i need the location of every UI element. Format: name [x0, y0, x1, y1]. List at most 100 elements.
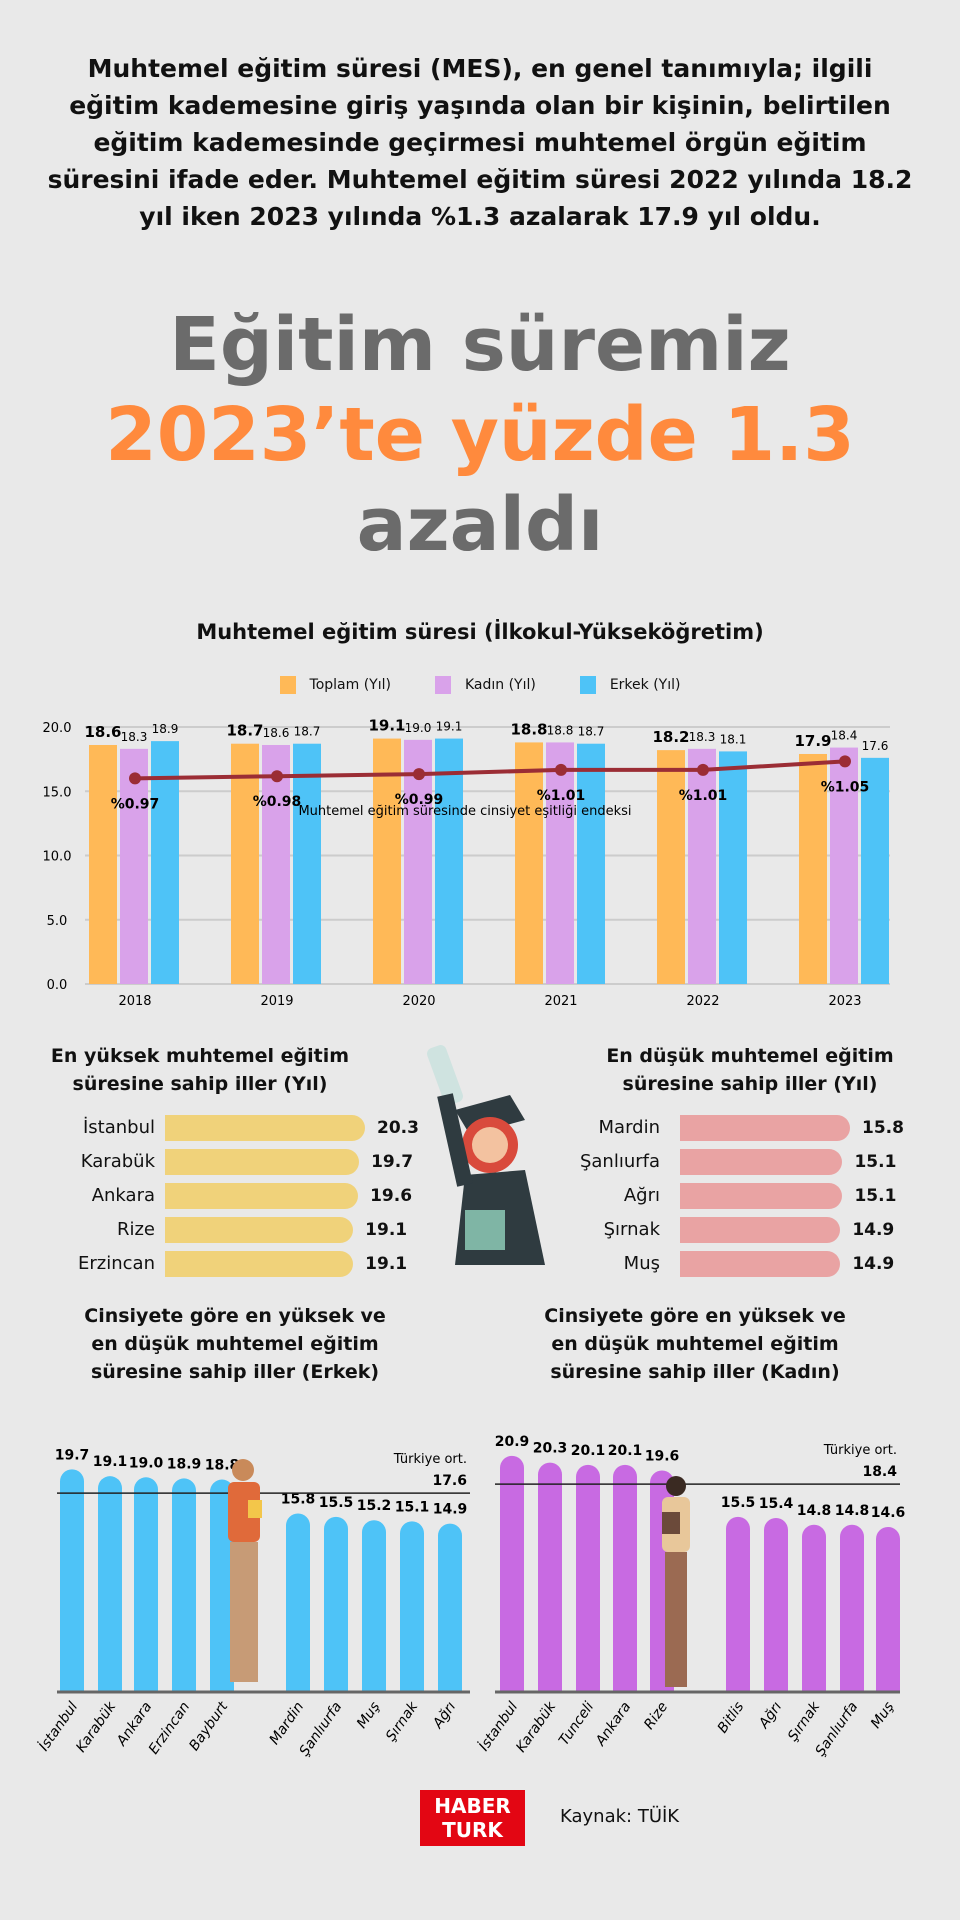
province-label: Ankara: [91, 1185, 155, 1206]
data-label: 14.9: [433, 1502, 468, 1518]
haberturk-logo: HABER TURK: [420, 1790, 525, 1846]
bar-1: [688, 748, 716, 984]
data-label: 17.6: [862, 739, 889, 753]
index-point: [555, 763, 567, 776]
list-value: 15.1: [854, 1186, 897, 1206]
y-tick-label: 20.0: [43, 721, 72, 736]
gender-bar: [538, 1462, 562, 1692]
average-value: 17.6: [432, 1473, 467, 1489]
y-tick-label: 0.0: [47, 978, 68, 993]
gender-bar: [400, 1521, 424, 1692]
data-label: 18.3: [121, 730, 148, 744]
headline-line1: Eğitim süremiz: [169, 302, 791, 388]
average-value: 18.4: [862, 1464, 897, 1480]
x-tick-label: Muş: [868, 1699, 897, 1731]
female-student-illustration: [662, 1476, 690, 1687]
list-bar: [680, 1251, 841, 1277]
bar-1: [120, 748, 148, 984]
list-row: Erzincan: [0, 1251, 155, 1277]
data-label: 14.8: [797, 1503, 832, 1519]
province-label: Karabük: [80, 1151, 155, 1172]
province-label: Rize: [116, 1219, 155, 1240]
gender-charts: 19.7İstanbul19.1Karabük19.0Ankara18.9Erz…: [34, 1434, 906, 1759]
legend-label: Erkek (Yıl): [609, 677, 681, 693]
gender-bar: [802, 1524, 826, 1692]
data-label: 18.7: [226, 722, 263, 740]
x-tick-label: 2020: [402, 994, 435, 1009]
data-label: 19.0: [405, 721, 432, 735]
bar-0: [89, 744, 117, 984]
data-label: 14.6: [871, 1505, 906, 1521]
legend-swatch: [279, 676, 296, 694]
data-label: 18.4: [831, 729, 858, 743]
x-tick-label: Karabük: [513, 1698, 560, 1755]
data-label: 15.8: [281, 1491, 316, 1507]
index-point: [413, 768, 425, 781]
x-tick-label: 2018: [118, 994, 151, 1009]
x-tick-label: Muş: [354, 1699, 383, 1731]
gender-bar: [613, 1464, 637, 1692]
list-value: 19.7: [371, 1152, 414, 1172]
bar-0: [515, 742, 543, 984]
data-label: 19.1: [93, 1454, 128, 1470]
list-bar: [165, 1183, 359, 1209]
list-row: Rize: [0, 1217, 155, 1243]
gender-bar: [764, 1517, 788, 1692]
province-label: Mardin: [598, 1117, 660, 1138]
gender-bar: [60, 1469, 84, 1692]
legend-label: Toplam (Yıl): [309, 677, 391, 693]
y-tick-label: 5.0: [47, 914, 68, 929]
list-bar: [165, 1149, 360, 1175]
data-label: 19.1: [368, 717, 405, 735]
bar-1: [546, 742, 574, 984]
data-label: 18.3: [689, 730, 716, 744]
data-label: 20.1: [571, 1443, 606, 1459]
data-label: 15.2: [357, 1498, 392, 1514]
x-tick-label: 2019: [260, 994, 293, 1009]
logo-top: HABER: [434, 1794, 511, 1818]
data-label: 18.2: [652, 728, 689, 746]
legend-kadin: Kadın (Yıl): [434, 676, 536, 694]
x-tick-label: Mardin: [267, 1699, 308, 1748]
bar-0: [231, 743, 259, 984]
logo-bottom: TURK: [442, 1818, 503, 1842]
kadin-chart-title: Cinsiyete göre en yüksek ve en düşük muh…: [544, 1305, 846, 1383]
data-label: 18.6: [84, 723, 121, 741]
bar-0: [373, 738, 401, 984]
gender-bar: [840, 1524, 864, 1692]
headline-line3: azaldı: [356, 482, 604, 568]
gender-bar: [726, 1516, 750, 1692]
bar-2: [861, 757, 889, 984]
gender-bar: [98, 1476, 122, 1692]
bar-1: [830, 747, 858, 984]
top-list-title: En yüksek muhtemel eğitim süresine sahip…: [50, 1045, 350, 1095]
data-label: 18.8: [205, 1458, 240, 1474]
data-label: 15.4: [759, 1496, 794, 1512]
legend-swatch: [434, 676, 451, 694]
index-point: [697, 763, 709, 776]
data-label: 18.9: [152, 722, 179, 736]
list-row: İstanbul: [0, 1115, 155, 1141]
province-label: Ağrı: [623, 1185, 660, 1206]
gender-bar: [362, 1520, 386, 1692]
list-value: 15.8: [862, 1118, 904, 1138]
list-row: Mardin: [0, 1115, 660, 1141]
legend-erkek: Erkek (Yıl): [579, 676, 681, 694]
gender-bar: [172, 1478, 196, 1692]
bar-2: [293, 743, 321, 984]
data-label: 18.7: [294, 725, 321, 739]
data-label: 18.6: [263, 726, 290, 740]
list-row: Ankara: [0, 1183, 155, 1209]
list-value: 14.9: [852, 1254, 895, 1274]
list-row: Şırnak: [0, 1217, 660, 1243]
bar-2: [577, 743, 605, 984]
source-text: Kaynak: TÜİK: [560, 1806, 680, 1827]
data-label: 20.3: [533, 1441, 568, 1457]
data-label: 20.1: [608, 1443, 643, 1459]
erkek-chart-title: Cinsiyete göre en yüksek ve en düşük muh…: [84, 1305, 386, 1383]
index-label: %1.01: [537, 788, 586, 804]
gender-bar: [876, 1527, 900, 1692]
x-tick-label: Ağrı: [755, 1699, 785, 1732]
bar-2: [151, 741, 179, 984]
province-label: Muş: [623, 1253, 660, 1274]
